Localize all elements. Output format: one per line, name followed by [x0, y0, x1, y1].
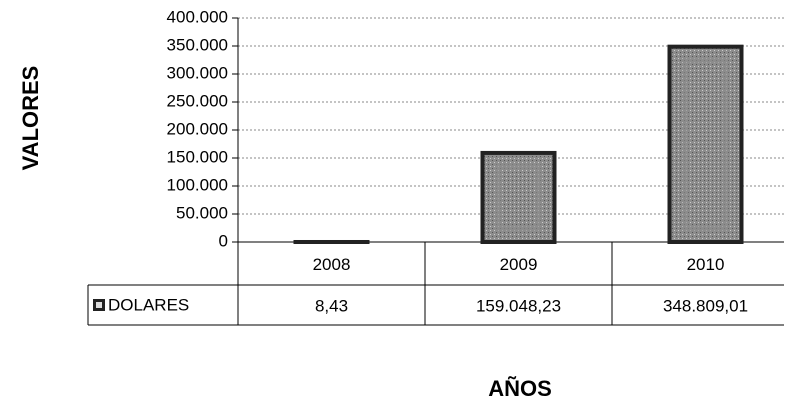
y-tick-label: 250.000: [167, 91, 228, 110]
data-label: 159.048,23: [476, 296, 561, 315]
x-tick-label: 2010: [687, 255, 725, 274]
y-tick-label: 200.000: [167, 119, 228, 138]
data-label: 348.809,01: [663, 296, 748, 315]
y-tick-label: 100.000: [167, 175, 228, 194]
legend-swatch-inner: [96, 302, 102, 308]
y-tick-label: 300.000: [167, 63, 228, 82]
y-tick-label: 150.000: [167, 147, 228, 166]
x-tick-label: 2008: [313, 255, 351, 274]
y-tick-label: 50.000: [176, 203, 228, 222]
x-axis-title: AÑOS: [488, 376, 552, 401]
bar-highlight: [682, 57, 729, 231]
y-tick-label: 350.000: [167, 35, 228, 54]
y-tick-label: 0: [219, 231, 228, 250]
x-tick-label: 2009: [500, 255, 538, 274]
y-tick-label: 400.000: [167, 7, 228, 26]
y-axis-title: VALORES: [18, 66, 43, 171]
data-label: 8,43: [315, 296, 348, 315]
bar: [667, 44, 744, 244]
legend-label: DOLARES: [108, 295, 189, 314]
bar-highlight: [495, 163, 542, 232]
